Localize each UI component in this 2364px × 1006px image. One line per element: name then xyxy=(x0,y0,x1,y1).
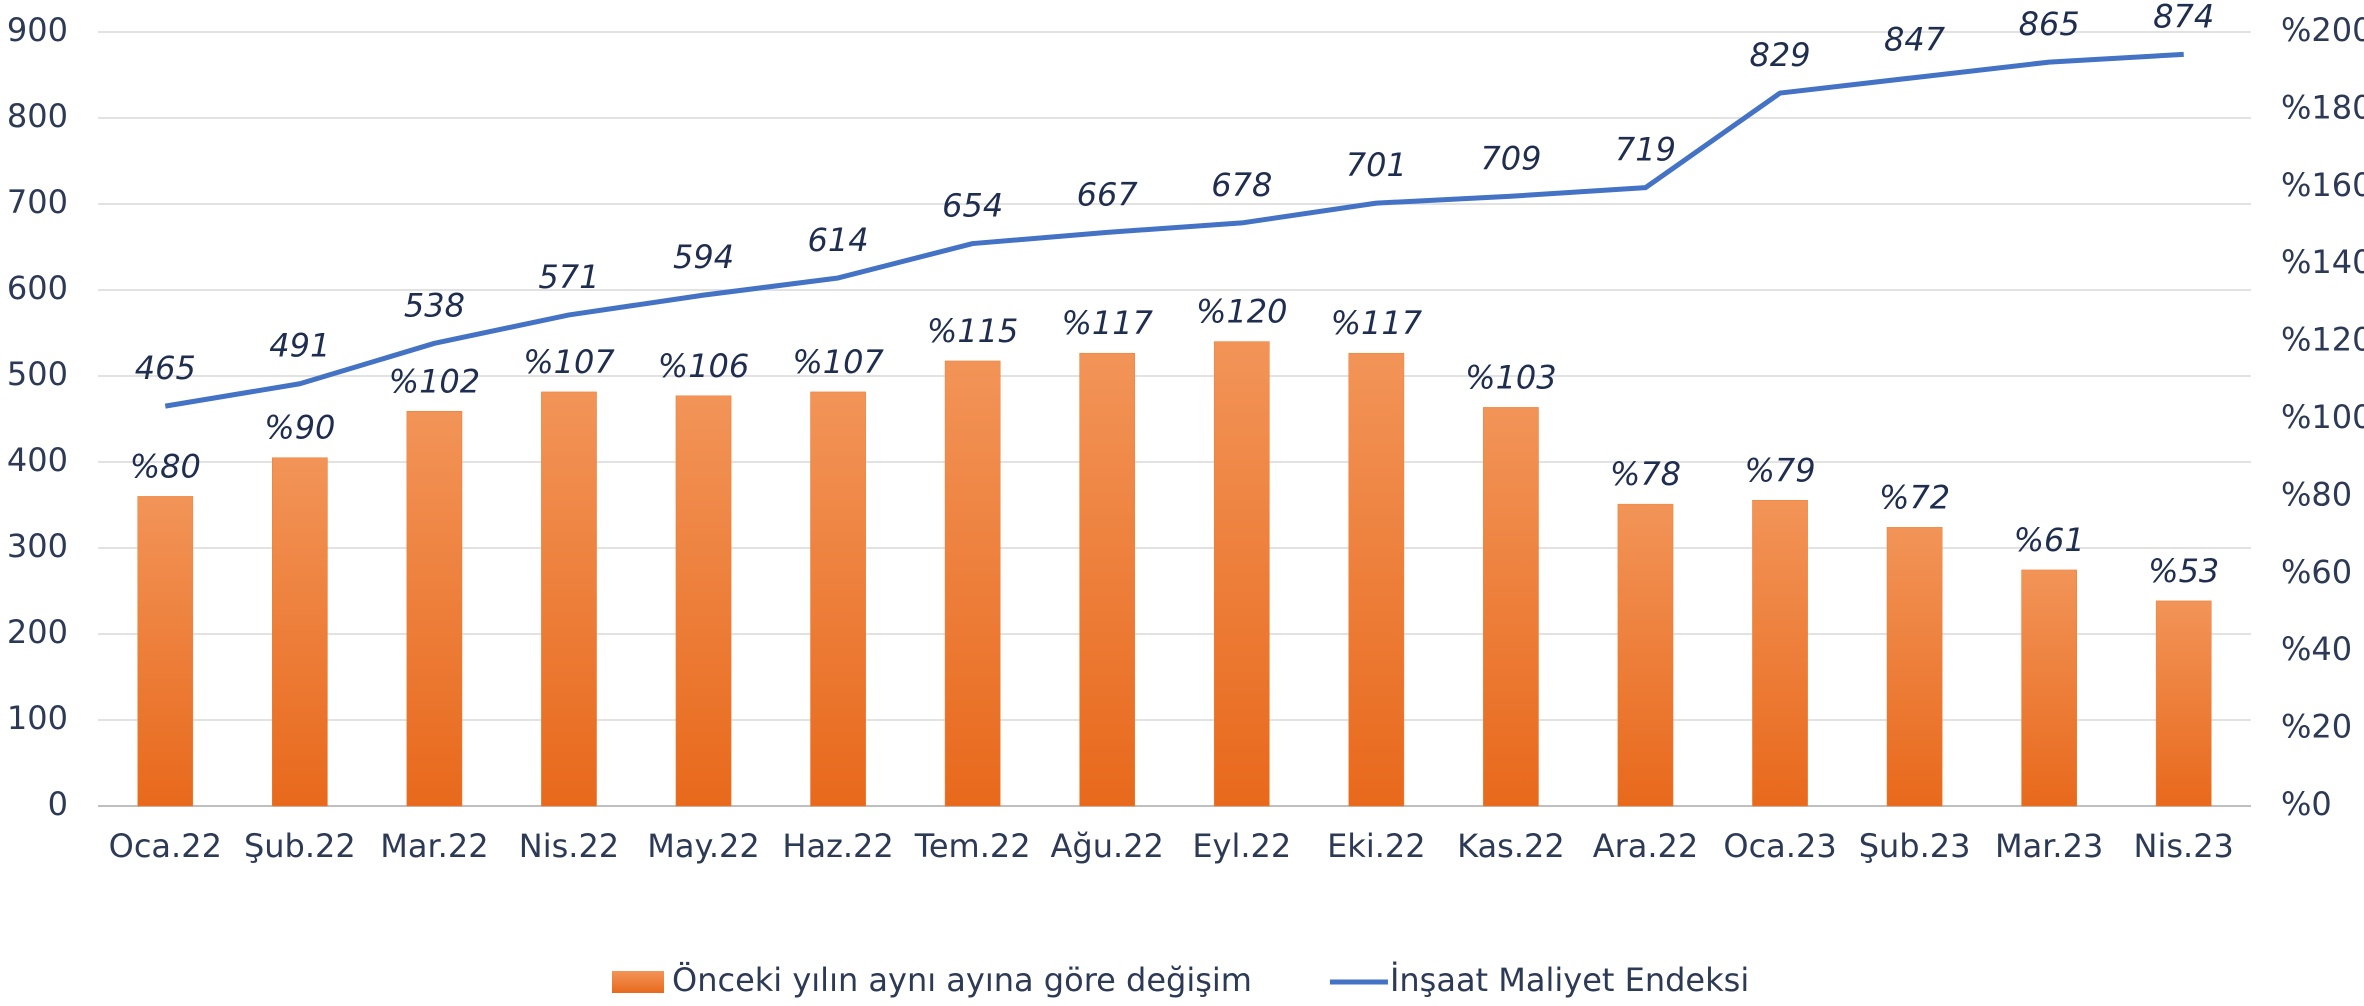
y2-tick-label: %0 xyxy=(2281,785,2332,823)
y2-tick-label: %40 xyxy=(2281,630,2352,668)
bar xyxy=(675,395,732,807)
y-tick-label: 100 xyxy=(7,699,68,737)
bar xyxy=(810,391,866,807)
x-tick-label: Şub.23 xyxy=(1859,827,1971,865)
x-tick-label: Şub.22 xyxy=(244,827,356,865)
data-label: 874 xyxy=(2153,0,2214,35)
bar xyxy=(137,496,194,807)
y2-tick-label: %120 xyxy=(2281,321,2364,359)
x-tick-label: Kas.22 xyxy=(1457,827,1565,865)
x-tick-label: Ağu.22 xyxy=(1051,827,1164,865)
bar xyxy=(2155,600,2212,807)
data-label: 571 xyxy=(538,258,599,296)
bar xyxy=(2021,569,2077,807)
data-label: %115 xyxy=(927,312,1018,350)
data-label: %78 xyxy=(1610,455,1681,493)
y-tick-label: 700 xyxy=(7,183,68,221)
data-label: 865 xyxy=(2019,5,2080,43)
data-label: 667 xyxy=(1077,175,1139,213)
data-label: %102 xyxy=(389,362,480,400)
y2-tick-label: %140 xyxy=(2281,243,2364,281)
y-tick-label: 300 xyxy=(7,527,68,565)
line xyxy=(164,51,2184,409)
data-label: %117 xyxy=(1331,304,1423,342)
x-tick-label: Tem.22 xyxy=(914,827,1031,865)
legend-label: İnşaat Maliyet Endeksi xyxy=(1390,961,1749,999)
data-label: %61 xyxy=(2014,521,2085,559)
y2-tick-label: %100 xyxy=(2281,398,2364,436)
data-label: %107 xyxy=(792,343,884,381)
y2-tick-label: %80 xyxy=(2281,475,2352,513)
legend-label: Önceki yılın aynı ayına göre değişim xyxy=(672,961,1252,999)
x-tick-label: Ara.22 xyxy=(1593,827,1699,865)
y2-tick-label: %160 xyxy=(2281,166,2364,204)
data-label: %106 xyxy=(658,347,749,385)
x-tick-label: May.22 xyxy=(647,827,759,865)
x-tick-label: Mar.23 xyxy=(1995,827,2103,865)
y-tick-label: 400 xyxy=(7,441,68,479)
x-tick-label: Haz.22 xyxy=(782,827,893,865)
data-label: %79 xyxy=(1744,451,1815,489)
data-label: %72 xyxy=(1879,478,1950,516)
x-tick-label: Mar.22 xyxy=(380,827,488,865)
data-label: 701 xyxy=(1346,146,1407,184)
y-tick-label: 900 xyxy=(7,11,68,49)
bar xyxy=(1348,352,1405,807)
y2-tick-label: %20 xyxy=(2281,708,2352,746)
data-label: 678 xyxy=(1211,166,1272,204)
data-label: 654 xyxy=(942,187,1003,225)
data-label: 614 xyxy=(808,221,869,259)
x-tick-label: Nis.22 xyxy=(519,827,619,865)
data-label: %117 xyxy=(1061,304,1153,342)
y-tick-label: 600 xyxy=(7,269,68,307)
y2-tick-label: %200 xyxy=(2281,11,2364,49)
x-tick-label: Eyl.22 xyxy=(1192,827,1291,865)
data-label: 719 xyxy=(1615,131,1676,169)
y2-tick-label: %180 xyxy=(2281,88,2364,126)
y2-tick-label: %60 xyxy=(2281,553,2352,591)
bar xyxy=(541,391,597,807)
data-label: %53 xyxy=(2148,552,2219,590)
bar xyxy=(1617,503,1674,807)
data-label: 538 xyxy=(404,286,465,324)
data-label: 491 xyxy=(269,327,330,365)
y-tick-label: 0 xyxy=(48,785,68,823)
x-tick-label: Nis.23 xyxy=(2134,827,2234,865)
data-label: %90 xyxy=(264,409,335,447)
data-label: 847 xyxy=(1884,21,1946,59)
legend-swatch xyxy=(612,971,664,993)
x-tick-label: Oca.22 xyxy=(109,827,222,865)
x-tick-label: Eki.22 xyxy=(1327,827,1426,865)
y-tick-label: 200 xyxy=(7,613,68,651)
data-label: %103 xyxy=(1465,358,1556,396)
bar xyxy=(272,457,328,807)
bar xyxy=(1213,341,1270,807)
bar xyxy=(1079,352,1136,807)
bar xyxy=(944,360,1001,807)
data-label: %120 xyxy=(1196,293,1287,331)
bar xyxy=(1886,527,1943,807)
data-label: %107 xyxy=(523,343,615,381)
y-tick-label: 500 xyxy=(7,355,68,393)
data-label: %80 xyxy=(130,447,201,485)
x-tick-label: Oca.23 xyxy=(1723,827,1836,865)
data-label: 465 xyxy=(135,349,196,387)
bar xyxy=(1483,407,1539,807)
data-label: 829 xyxy=(1749,36,1810,74)
bar xyxy=(1752,500,1808,807)
data-label: 709 xyxy=(1480,139,1541,177)
y-tick-label: 800 xyxy=(7,97,68,135)
bar xyxy=(406,411,463,807)
data-label: 594 xyxy=(673,238,734,276)
